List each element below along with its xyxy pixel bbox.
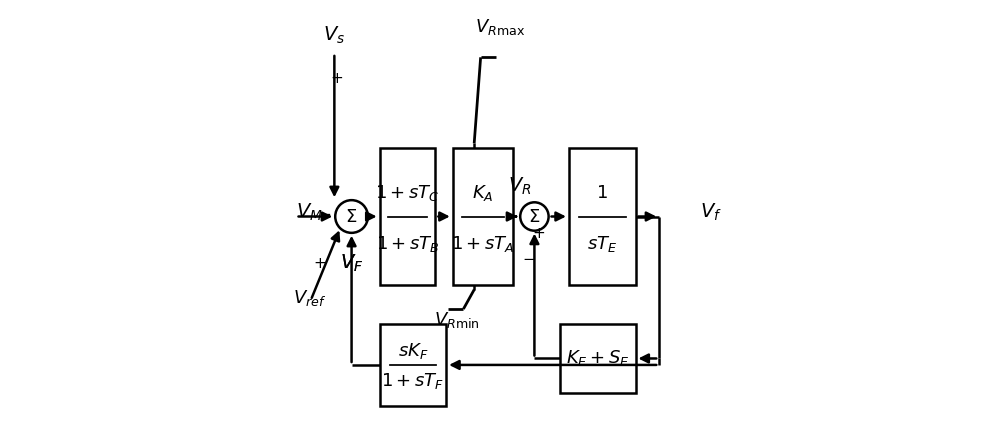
- Text: $1+sT_C$: $1+sT_C$: [375, 183, 440, 203]
- Text: $V_{ref}$: $V_{ref}$: [293, 288, 327, 308]
- Text: $V_{R\mathrm{min}}$: $V_{R\mathrm{min}}$: [434, 310, 480, 330]
- Text: $K_E+S_E$: $K_E+S_E$: [566, 349, 630, 368]
- Text: $V_f$: $V_f$: [700, 201, 722, 223]
- Text: +: +: [313, 256, 326, 271]
- Text: $sK_F$: $sK_F$: [398, 341, 428, 361]
- Text: $1$: $1$: [596, 184, 608, 202]
- Text: $\Sigma$: $\Sigma$: [345, 207, 358, 226]
- Text: $1+sT_B$: $1+sT_B$: [376, 234, 439, 254]
- Text: $-$: $-$: [318, 205, 331, 220]
- Bar: [560, 324, 636, 393]
- Text: $sT_E$: $sT_E$: [587, 234, 617, 254]
- Bar: [453, 148, 513, 285]
- Text: +: +: [330, 71, 343, 86]
- Text: +: +: [532, 226, 545, 241]
- Text: $\Sigma$: $\Sigma$: [528, 207, 541, 226]
- Text: $1+sT_F$: $1+sT_F$: [381, 371, 445, 391]
- Text: $V_F$: $V_F$: [340, 253, 363, 275]
- Text: $V_F$: $V_F$: [340, 253, 363, 275]
- Text: $-$: $-$: [522, 250, 535, 265]
- Text: $V_M$: $V_M$: [296, 201, 322, 223]
- Text: $V_{R\mathrm{max}}$: $V_{R\mathrm{max}}$: [475, 17, 525, 37]
- Text: $1+sT_A$: $1+sT_A$: [451, 234, 515, 254]
- Bar: [380, 324, 446, 406]
- Text: $V_s$: $V_s$: [323, 25, 345, 46]
- Text: $K_A$: $K_A$: [472, 183, 494, 203]
- Text: $V_R$: $V_R$: [508, 176, 531, 197]
- Bar: [380, 148, 435, 285]
- Bar: [569, 148, 636, 285]
